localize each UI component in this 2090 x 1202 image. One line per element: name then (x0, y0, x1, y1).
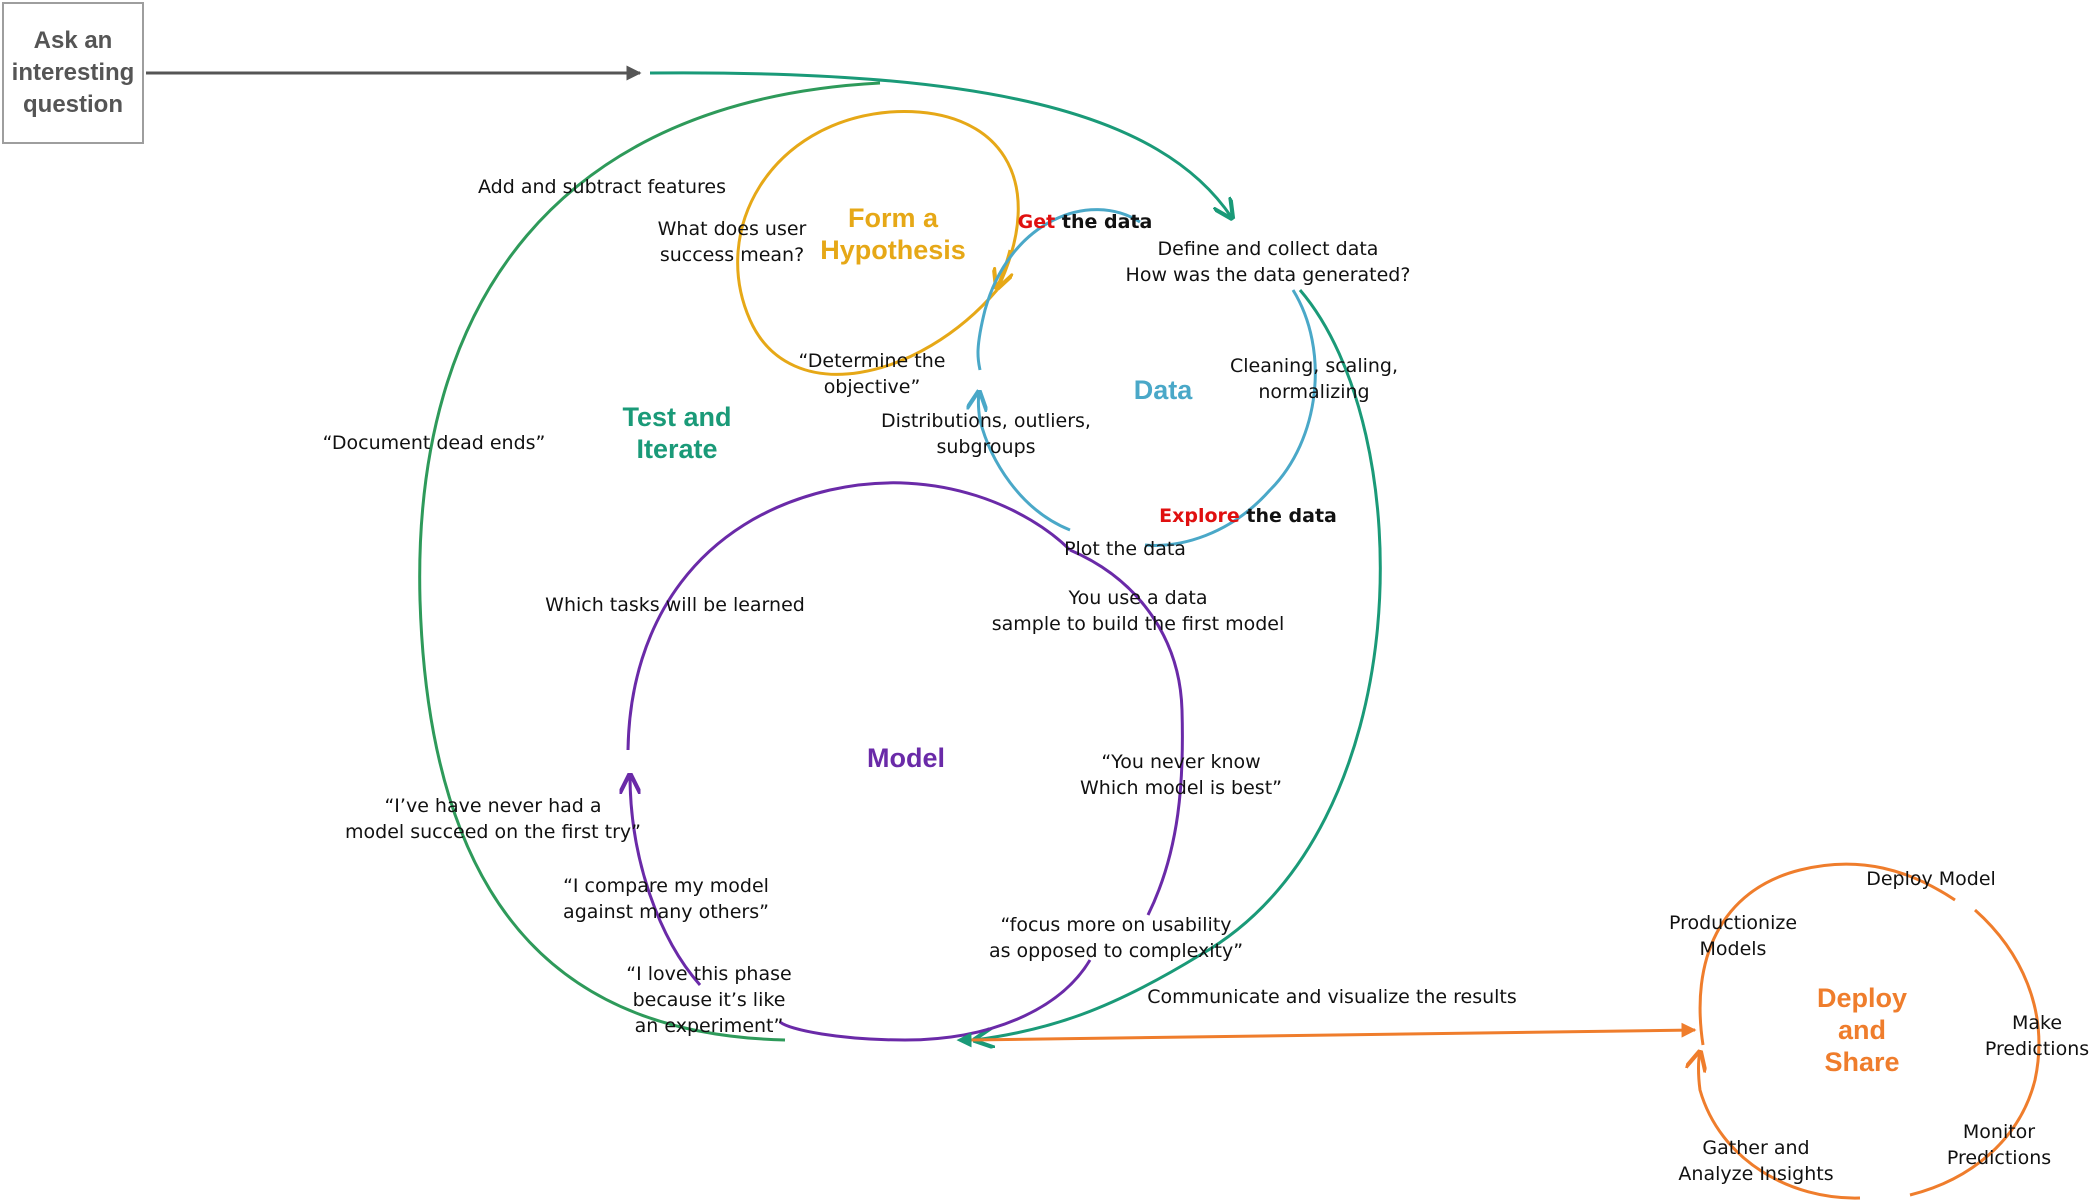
features-label: Add and subtract features (478, 176, 726, 198)
deploy-cycle-right (1909, 908, 2041, 1197)
objective-line-2: objective” (823, 376, 921, 398)
data-title-1: Data (1133, 375, 1193, 405)
monitor-predictions-label: Monitor Predictions (1947, 1119, 2051, 1171)
test-title-1: Test and (622, 402, 732, 432)
deploy-model-label: Deploy Model (1866, 868, 1996, 890)
get-the-data-label: Get the data (1018, 209, 1153, 235)
user-success-label: What does user success mean? (658, 216, 807, 268)
compare-label: “I compare my model against many others” (563, 873, 769, 925)
deploy-title-1: Deploy (1816, 983, 1908, 1013)
deploy-cycle-bottom (1699, 1052, 1861, 1200)
never-succeed-line-2: model succeed on the first try” (345, 821, 641, 843)
gather-line-2: Analyze Insights (1678, 1163, 1834, 1185)
ask-line-1: Ask an (33, 27, 113, 54)
distributions-line-2: subgroups (936, 436, 1036, 458)
entry-arc (649, 71, 1232, 218)
sample-line-2: sample to build the first model (991, 613, 1285, 635)
hypothesis-title-2: Hypothesis (820, 235, 966, 265)
cleaning-line-2: normalizing (1258, 381, 1370, 403)
objective-label: “Determine the objective” (799, 348, 946, 400)
explore-rest: the data (1239, 505, 1337, 527)
test-iterate-cycle (418, 81, 881, 1042)
data-cycle (976, 208, 1141, 371)
tasks-label: Which tasks will be learned (545, 594, 805, 616)
deploy-title-3: Share (1824, 1047, 1900, 1077)
cleaning-line-1: Cleaning, scaling, (1229, 355, 1399, 377)
gather-insights-label: Gather and Analyze Insights (1678, 1135, 1833, 1187)
data-cycle-right (1144, 289, 1317, 547)
user-success-line-1: What does user (657, 218, 807, 240)
productionize-line-1: Productionize (1668, 912, 1798, 934)
distributions-label: Distributions, outliers, subgroups (881, 408, 1091, 460)
model-cycle-bottom (779, 959, 1092, 1042)
ask-question-box: Ask an interesting question (2, 2, 144, 144)
explore-the-data-label: Explore the data (1159, 503, 1337, 529)
objective-line-1: “Determine the (798, 350, 946, 372)
usability-line-1: “focus more on usability (1000, 914, 1232, 936)
define-line-2: How was the data generated? (1125, 264, 1411, 286)
distributions-line-1: Distributions, outliers, (881, 410, 1091, 432)
model-title-1: Model (867, 743, 945, 773)
never-know-line-2: Which model is best” (1080, 777, 1282, 799)
deploy-title: Deploy and Share (1817, 982, 1907, 1078)
ask-line-2: interesting (11, 59, 135, 86)
monitor-line-1: Monitor (1962, 1121, 2036, 1143)
communicate-arrow (956, 1022, 1697, 1048)
define-collect-label: Define and collect data How was the data… (1126, 236, 1411, 288)
make-predictions-line-1: Make (2011, 1012, 2063, 1034)
never-know-line-1: “You never know (1101, 751, 1261, 773)
compare-line-2: against many others” (563, 901, 769, 923)
never-succeed-line-1: “I’ve have never had a (384, 795, 602, 817)
test-title-2: Iterate (636, 434, 718, 464)
cleaning-label: Cleaning, scaling, normalizing (1230, 353, 1398, 405)
hypothesis-arrow (997, 249, 1010, 288)
never-know-label: “You never know Which model is best” (1080, 749, 1282, 801)
compare-line-1: “I compare my model (563, 875, 769, 897)
get-word: Get (1017, 211, 1056, 233)
never-succeed-label: “I’ve have never had a model succeed on … (345, 793, 641, 845)
model-cycle (1069, 548, 1184, 916)
ask-line-3: question (23, 91, 123, 118)
hypothesis-cycle (736, 110, 1020, 376)
gather-line-1: Gather and (1702, 1137, 1810, 1159)
data-cycle-left (978, 392, 1071, 532)
love-phase-label: “I love this phase because it’s like an … (626, 961, 791, 1039)
user-success-line-2: success mean? (659, 244, 805, 266)
productionize-line-2: Models (1699, 938, 1767, 960)
explore-word: Explore (1159, 505, 1240, 527)
sample-line-1: You use a data (1068, 587, 1208, 609)
sample-label: You use a data sample to build the first… (992, 585, 1285, 637)
make-predictions-label: Make Predictions (1985, 1010, 2089, 1062)
get-rest: the data (1055, 211, 1153, 233)
define-line-1: Define and collect data (1157, 238, 1379, 260)
test-iterate-title: Test and Iterate (622, 401, 731, 465)
test-iterate-cycle-right (975, 289, 1382, 1040)
plot-the-data-label: Plot the data (1064, 538, 1186, 560)
make-predictions-line-2: Predictions (1984, 1038, 2090, 1060)
deploy-title-2: and (1837, 1015, 1886, 1045)
deploy-cycle (1698, 862, 1956, 1046)
usability-label: “focus more on usability as opposed to c… (989, 912, 1243, 964)
model-title: Model (867, 742, 945, 774)
monitor-line-2: Predictions (1946, 1147, 2052, 1169)
love-line-3: an experiment” (634, 1015, 784, 1037)
usability-line-2: as opposed to complexity” (988, 940, 1244, 962)
communicate-label: Communicate and visualize the results (1147, 986, 1517, 1008)
love-line-1: “I love this phase (626, 963, 792, 985)
dead-ends-label: “Document dead ends” (322, 432, 546, 454)
model-cycle-upper (626, 481, 1072, 751)
love-line-2: because it’s like (632, 989, 786, 1011)
data-title: Data (1134, 374, 1193, 406)
productionize-label: Productionize Models (1669, 910, 1797, 962)
model-cycle-left (630, 775, 702, 986)
hypothesis-title-1: Form a (847, 203, 939, 233)
hypothesis-title: Form a Hypothesis (820, 202, 966, 266)
